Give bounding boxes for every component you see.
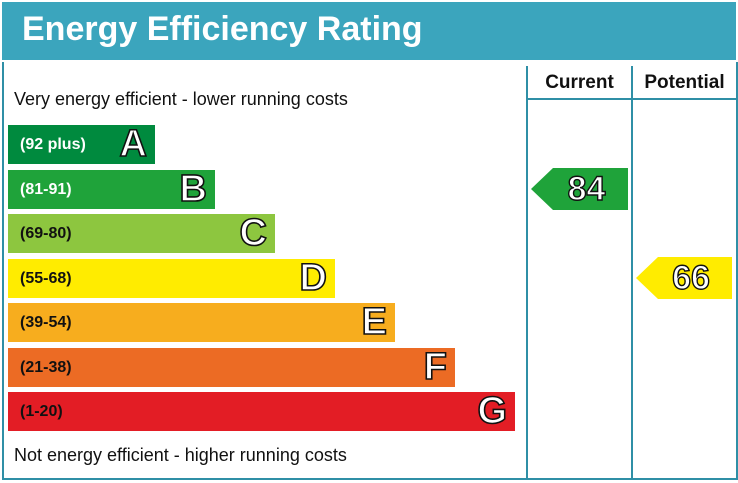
potential-column-divider <box>631 66 633 480</box>
potential-arrow-shape <box>636 257 732 299</box>
potential-rating-arrow: 66 <box>636 257 732 299</box>
chart-title: Energy Efficiency Rating <box>22 10 423 48</box>
band-g: (1-20) G <box>8 390 515 432</box>
band-range-label: (92 plus) <box>20 136 86 153</box>
header-bar: Energy Efficiency Rating <box>2 2 736 60</box>
top-note: Very energy efficient - lower running co… <box>14 89 348 109</box>
band-b: (81-91) B <box>8 168 215 210</box>
current-column-divider <box>526 66 528 480</box>
band-letter: C <box>239 212 268 254</box>
current-rating-value: 84 <box>567 169 606 208</box>
current-rating-arrow: 84 <box>531 168 628 210</box>
bottom-note: Not energy efficient - higher running co… <box>14 445 347 465</box>
band-range-label: (1-20) <box>20 403 63 420</box>
band-letter: E <box>361 301 388 343</box>
current-arrow-shape <box>531 168 628 210</box>
band-d: (55-68) D <box>8 257 335 299</box>
band-letter: D <box>299 257 328 299</box>
current-column-header: Current <box>545 72 614 93</box>
column-header-underline <box>526 98 736 100</box>
band-range-label: (81-91) <box>20 181 72 198</box>
band-range-label: (55-68) <box>20 270 72 287</box>
band-letter: A <box>119 123 148 165</box>
band-range-label: (21-38) <box>20 359 72 376</box>
potential-column-header: Potential <box>644 72 725 93</box>
band-e: (39-54) E <box>8 301 395 343</box>
band-range-label: (39-54) <box>20 314 72 331</box>
band-f: (21-38) F <box>8 346 455 388</box>
band-letter: G <box>477 390 508 432</box>
potential-rating-value: 66 <box>671 258 710 297</box>
chart-frame <box>2 62 738 480</box>
band-a: (92 plus) A <box>8 123 155 165</box>
band-range-label: (69-80) <box>20 225 72 242</box>
band-c: (69-80) C <box>8 212 275 254</box>
band-letter: F <box>423 346 448 388</box>
band-letter: B <box>179 168 208 210</box>
